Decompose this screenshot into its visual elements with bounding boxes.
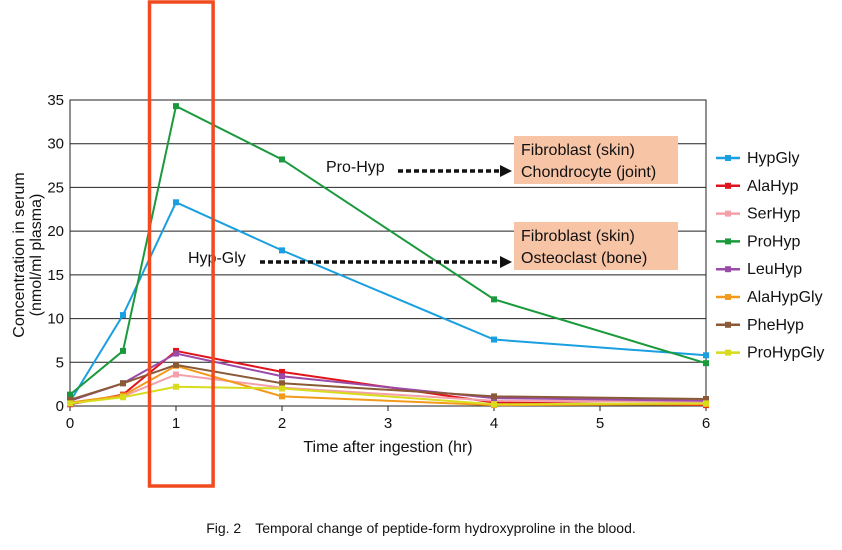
legend-swatch-marker xyxy=(725,210,731,217)
y-axis-ticks: 0 5 10 15 20 25 30 35 xyxy=(47,92,64,415)
legend-entry: AlaHypGly xyxy=(747,289,823,306)
data-point-HypGly xyxy=(491,336,497,343)
x-tick-label: 1 xyxy=(172,415,180,432)
y-tick-label: 15 xyxy=(47,267,64,284)
legend-swatch-marker xyxy=(725,321,731,328)
data-point-ProHyp xyxy=(173,103,179,110)
x-tick-label: 6 xyxy=(702,415,710,432)
annotation-box-line1: Fibroblast (skin) xyxy=(521,228,635,245)
legend-entry: HypGly xyxy=(747,150,799,167)
data-point-ProHypGly xyxy=(67,400,73,407)
annotation-box xyxy=(514,222,678,270)
x-axis-ticks: 0 1 2 3 4 5 6 xyxy=(66,406,710,432)
x-axis-label: Time after ingestion (hr) xyxy=(303,439,472,456)
data-point-HypGly xyxy=(173,199,179,206)
y-tick-label: 35 xyxy=(47,92,64,109)
highlight-box xyxy=(147,0,215,488)
data-point-AlaHyp xyxy=(279,368,285,375)
data-series xyxy=(67,103,709,409)
x-tick-label: 2 xyxy=(278,415,286,432)
series-line-ProHypGly xyxy=(69,385,707,406)
legend-entry: PheHyp xyxy=(747,317,804,334)
annotations: Pro-Hyp Fibroblast (skin) Chondrocyte (joi… xyxy=(188,136,678,270)
annotation-label: Pro-Hyp xyxy=(326,159,385,176)
data-point-ProHypGly xyxy=(703,400,709,407)
legend-swatch-marker xyxy=(725,294,731,300)
data-point-ProHypGly xyxy=(120,394,126,401)
legend-entry: ProHypGly xyxy=(747,345,824,362)
data-point-SerHyp xyxy=(173,371,179,378)
data-point-ProHyp xyxy=(120,347,126,354)
data-point-LeuHyp xyxy=(173,350,179,357)
annotation-arrow-head xyxy=(500,256,512,268)
y-tick-label: 20 xyxy=(47,223,64,240)
y-tick-label: 5 xyxy=(56,354,64,371)
data-point-PheHyp xyxy=(491,393,497,400)
y-axis-label-line2: (nmol/ml plasma) xyxy=(28,194,45,317)
y-tick-label: 10 xyxy=(47,311,64,328)
data-point-ProHypGly xyxy=(279,385,285,392)
annotation-label: Hyp-Gly xyxy=(188,250,246,267)
data-point-ProHyp xyxy=(491,296,497,303)
data-point-LeuHyp xyxy=(279,373,285,380)
series-line-PheHyp xyxy=(69,363,707,401)
data-point-PheHyp xyxy=(173,361,179,368)
data-point-HypGly xyxy=(120,312,126,319)
legend-swatch-marker xyxy=(725,238,731,245)
x-tick-label: 0 xyxy=(66,415,74,432)
y-tick-label: 0 xyxy=(56,398,64,415)
data-point-PheHyp xyxy=(279,380,285,387)
legend-swatch-marker xyxy=(725,182,731,189)
data-point-ProHyp xyxy=(279,156,285,163)
x-tick-label: 3 xyxy=(384,415,392,432)
data-point-ProHypGly xyxy=(173,383,179,390)
legend-entry: AlaHyp xyxy=(747,178,799,195)
data-point-PheHyp xyxy=(120,380,126,387)
data-point-ProHypGly xyxy=(491,401,497,408)
annotation-arrow-head xyxy=(500,165,512,177)
x-tick-label: 4 xyxy=(490,415,498,432)
legend-swatch-marker xyxy=(725,155,731,161)
annotation-box-line1: Fibroblast (skin) xyxy=(521,142,635,159)
data-point-ProHyp xyxy=(67,391,73,398)
y-tick-label: 30 xyxy=(47,136,64,153)
legend-entry: SerHyp xyxy=(747,206,800,223)
legend: HypGly AlaHyp SerHyp ProHyp LeuHyp AlaHypGly P… xyxy=(716,150,824,362)
legend-swatch-marker xyxy=(725,266,731,273)
legend-entry: ProHyp xyxy=(747,233,800,250)
data-point-PheHyp xyxy=(703,396,709,403)
figure-caption: Fig. 2 Temporal change of peptide-form h… xyxy=(206,520,636,536)
data-point-HypGly xyxy=(279,247,285,254)
annotation-box-line2: Chondrocyte (joint) xyxy=(521,164,656,181)
x-tick-label: 5 xyxy=(596,415,604,432)
data-point-ProHyp xyxy=(703,360,709,367)
annotation-box-line2: Osteoclast (bone) xyxy=(521,250,647,267)
series-line-ProHyp xyxy=(69,104,707,396)
legend-entry: LeuHyp xyxy=(747,261,802,278)
data-point-HypGly xyxy=(703,352,709,359)
y-tick-label: 25 xyxy=(47,179,64,196)
annotation-box xyxy=(514,136,678,184)
series-line-HypGly xyxy=(69,200,707,403)
y-axis-label-line1: Concentration in serum xyxy=(11,172,28,337)
legend-swatch-marker xyxy=(725,349,731,356)
data-point-AlaHypGly xyxy=(279,393,285,400)
data-point-PheHyp xyxy=(67,396,73,403)
